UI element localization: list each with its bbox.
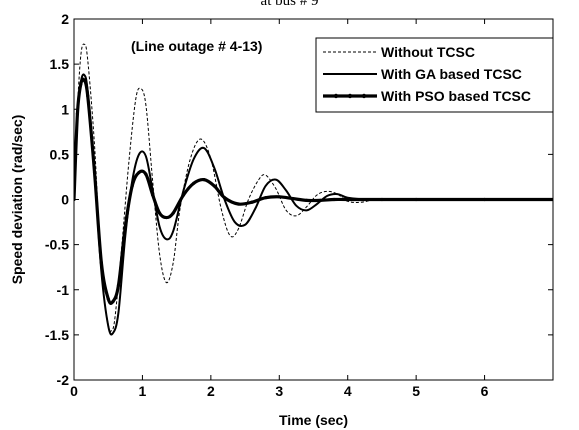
series-point-2 — [164, 215, 168, 220]
series-point-2 — [151, 193, 155, 197]
series-point-2 — [116, 283, 121, 287]
y-tick-label: 1.5 — [50, 56, 70, 72]
series-point-2 — [346, 197, 350, 202]
series-point-2 — [157, 211, 162, 215]
legend-box — [315, 37, 554, 113]
page-title: at bus # 9 — [260, 0, 319, 9]
legend-marker — [347, 93, 353, 99]
series-point-2 — [212, 184, 216, 188]
y-tick-label: 0.5 — [50, 146, 70, 162]
y-tick-label: -1.5 — [45, 327, 69, 343]
series-point-2 — [111, 299, 115, 304]
x-tick-label: 5 — [412, 383, 420, 399]
y-tick-label: 0 — [61, 192, 69, 208]
y-tick-label: -1 — [57, 282, 70, 298]
series-line-2 — [74, 77, 553, 306]
series-point-2 — [551, 197, 553, 202]
series-point-2 — [222, 196, 227, 200]
x-tick-label: 2 — [207, 383, 215, 399]
y-axis-label: Speed deviation (rad/sec) — [9, 115, 25, 285]
series-point-2 — [74, 197, 76, 202]
x-tick-label: 6 — [481, 383, 489, 399]
series-point-2 — [99, 261, 103, 265]
series-point-2 — [380, 197, 384, 202]
series-point-2 — [250, 200, 254, 204]
series-point-2 — [171, 211, 175, 215]
series-point-2 — [414, 197, 418, 202]
legend-marker — [333, 93, 339, 99]
series-point-2 — [130, 184, 134, 188]
series-point-2 — [75, 112, 80, 116]
series-point-2 — [82, 78, 86, 82]
series-point-2 — [86, 94, 90, 98]
y-tick-label: 1 — [61, 101, 69, 117]
series-point-2 — [144, 172, 148, 176]
series-point-2 — [106, 297, 110, 301]
series-point-2 — [202, 178, 206, 182]
series-point-2 — [123, 224, 127, 229]
series-point-2 — [277, 195, 281, 199]
series-point-2 — [181, 193, 186, 197]
x-tick-label: 3 — [275, 383, 283, 399]
series-point-2 — [291, 196, 295, 201]
series-point-2 — [318, 198, 322, 203]
x-tick-label: 1 — [139, 383, 147, 399]
series-point-2 — [79, 82, 83, 86]
legend-label-0: Without TCSC — [381, 44, 475, 60]
series-point-2 — [92, 170, 97, 175]
y-tick-label: -0.5 — [45, 237, 69, 253]
series-point-2 — [305, 198, 309, 203]
series-line-1 — [74, 73, 553, 336]
annotation-label: (Line outage # 4-13) — [131, 38, 262, 54]
x-tick-label: 4 — [344, 383, 352, 399]
x-axis-label: Time (sec) — [279, 412, 348, 428]
legend-marker — [361, 93, 367, 99]
series-point-2 — [264, 196, 268, 200]
series-point-2 — [332, 197, 336, 202]
x-tick-label: 0 — [70, 383, 78, 399]
legend-label-2: With PSO based TCSC — [381, 88, 531, 104]
y-tick-label: -2 — [57, 372, 70, 388]
series-point-2 — [236, 202, 240, 206]
y-tick-label: 2 — [61, 11, 69, 27]
series-point-2 — [482, 197, 487, 202]
series-point-2 — [137, 170, 141, 175]
series-point-2 — [192, 181, 196, 185]
legend-label-1: With GA based TCSC — [381, 66, 522, 82]
